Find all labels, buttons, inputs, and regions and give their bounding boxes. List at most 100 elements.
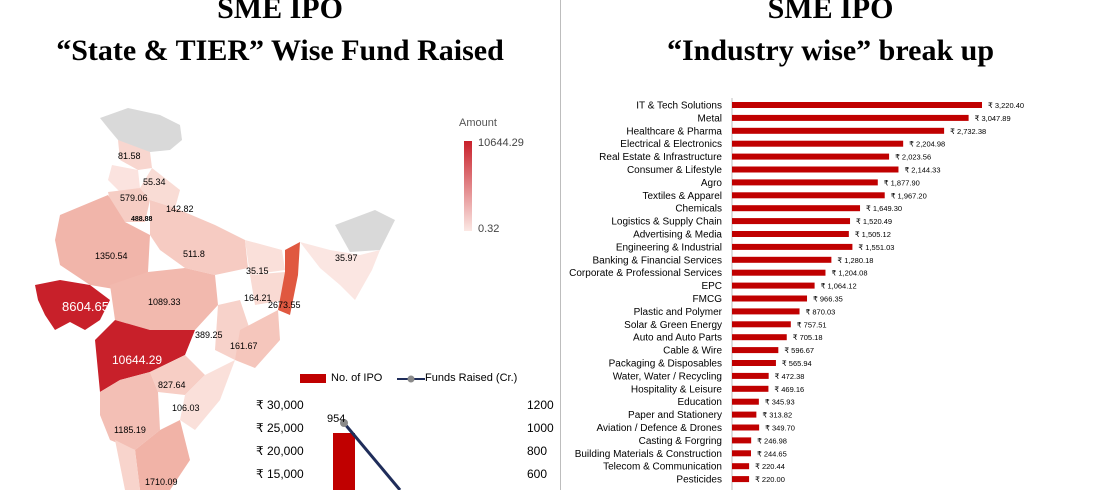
left-title-line1: SME IPO [217,0,343,25]
y-right-tick: 1000 [527,421,554,435]
category-label: Healthcare & Pharma [626,126,722,137]
y-left-tick: ₹ 15,000 [256,467,304,481]
combo-annotation: 954 [327,413,346,425]
industry-bar [732,437,752,444]
industry-bar [732,231,849,237]
state-jharkhand [250,272,285,305]
data-label: ₹ 2,023.56 [895,153,931,162]
state-odisha [235,310,280,368]
state-kerala [115,440,140,490]
state-karnataka [100,372,160,450]
state-west-bengal [278,242,300,315]
category-label: Textiles & Apparel [643,191,723,202]
industry-bar [732,463,750,470]
data-label: ₹ 1,280.18 [837,256,873,265]
data-label: ₹ 2,204.98 [909,140,945,149]
state-telangana [150,355,205,395]
legend-funds-label: Funds Raised (Cr.) [425,372,518,384]
industry-bar [732,334,787,341]
state-uttar-pradesh [150,200,248,275]
map-label: 8604.65 [62,299,109,314]
industry-bar [732,347,779,354]
data-label: ₹ 472.38 [775,372,805,381]
map-label: 827.64 [158,380,186,390]
right-title-line2: “Industry wise” break up [666,34,995,67]
map-label: 488.88 [131,216,153,223]
map-label: 35.97 [335,253,358,263]
industry-bar [732,282,815,289]
category-label: Education [678,397,722,408]
data-label: ₹ 3,047.89 [975,114,1011,123]
category-label: Hospitality & Leisure [631,384,723,395]
industry-bar [732,243,853,250]
data-label: ₹ 3,220.40 [988,101,1024,110]
category-label: Banking & Financial Services [592,255,722,266]
map-label: 35.15 [246,266,269,276]
map-label: 161.67 [230,341,258,351]
map-label: 1089.33 [148,297,181,307]
category-label: Telecom & Communication [603,462,722,473]
data-label: ₹ 345.93 [765,398,795,407]
data-label: ₹ 966.35 [813,295,843,304]
state-himachal [118,140,152,170]
state-punjab [108,165,140,192]
industry-bar [732,166,899,173]
y-left-tick: ₹ 20,000 [256,444,304,458]
industry-bar [732,153,890,160]
industry-bar [732,385,769,392]
data-label: ₹ 246.98 [757,436,787,445]
industry-bars: IT & Tech Solutions ₹ 3,220.40 Metal ₹ 3,04… [569,101,1024,486]
data-label: ₹ 705.18 [793,333,823,342]
data-label: ₹ 596.67 [784,346,814,355]
y-right-tick: 600 [527,467,548,481]
map-label: 164.21 [244,293,272,303]
category-label: Building Materials & Construction [575,449,722,460]
map-label: 106.03 [172,403,200,413]
category-label: Paper and Stationery [628,410,722,421]
india-state-map [35,108,395,490]
data-label: ₹ 1,204.08 [831,269,867,278]
industry-bar [732,295,808,302]
legend-line-swatch [397,375,425,383]
state-jammu-kashmir [100,108,182,152]
map-label: 389.25 [195,330,223,340]
industry-bar [732,360,776,366]
industry-bar [732,205,861,212]
industry-bar [732,450,751,457]
state-maharashtra [95,320,195,392]
map-states [35,108,395,490]
data-label: ₹ 757.51 [797,320,827,329]
state-tamil-nadu [135,420,190,490]
y-left-tick: ₹ 25,000 [256,421,304,435]
data-label: ₹ 220.00 [755,475,785,484]
state-gujarat [35,280,110,330]
state-andhra [180,360,235,430]
industry-bar [732,114,969,121]
data-label: ₹ 565.94 [782,359,812,368]
y-left-tick: ₹ 30,000 [256,398,304,412]
map-legend-max: 10644.29 [478,137,524,149]
category-label: Logistics & Supply Chain [611,217,722,228]
map-label: 579.06 [120,193,148,203]
data-label: ₹ 2,144.33 [904,166,940,175]
industry-bar [732,179,878,186]
map-label: 2673.55 [268,300,301,310]
category-label: Water, Water / Recycling [613,371,722,382]
map-legend-gradient [464,141,472,231]
map-label: 10644.29 [112,353,163,367]
right-title-line1: SME IPO [767,0,894,25]
category-label: Real Estate & Infrastructure [599,152,722,163]
map-legend-min: 0.32 [478,223,500,235]
map-label: 1350.54 [95,251,128,261]
industry-bar [732,398,759,405]
state-arunachal [335,210,395,252]
map-label: 1185.19 [114,425,146,435]
category-label: Cable & Wire [663,346,722,357]
industry-bar [732,476,750,483]
industry-bar [732,269,826,276]
map-legend-title: Amount [459,117,497,129]
category-label: Packaging & Disposables [609,359,722,370]
category-label: EPC [701,281,722,292]
category-label: Plastic and Polymer [634,307,723,318]
data-label: ₹ 870.03 [806,307,836,316]
